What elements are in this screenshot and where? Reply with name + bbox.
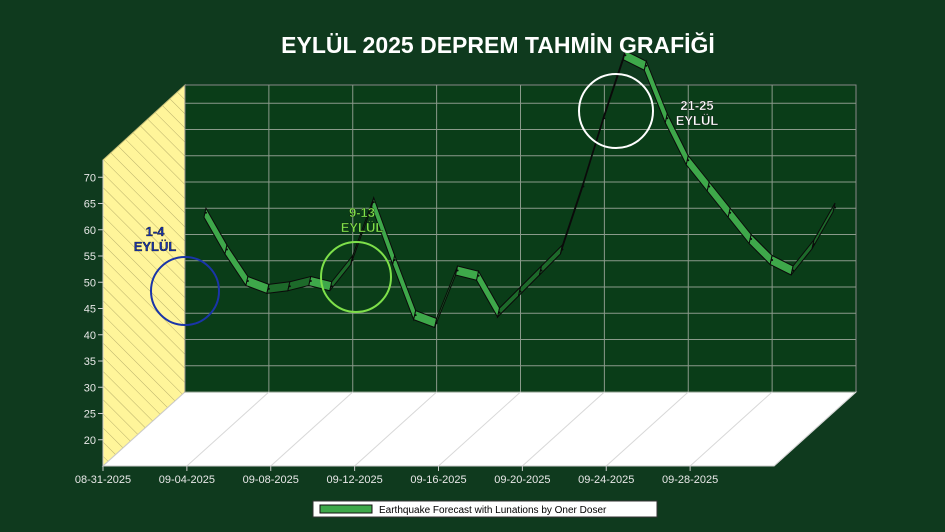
y-tick-label: 35	[84, 356, 96, 368]
series-point	[624, 54, 627, 57]
x-tick-label: 09-08-2025	[243, 474, 299, 486]
floor-line	[186, 391, 270, 467]
series-point	[582, 185, 585, 188]
series-point	[456, 269, 459, 272]
floor-lines	[186, 391, 857, 467]
series-point	[309, 280, 312, 282]
x-axis: 08-31-2025 09-04-2025 09-08-2025 09-12-2025…	[75, 465, 774, 486]
annotation-label-line2: EYLÜL	[676, 113, 719, 128]
floor-line	[270, 391, 354, 467]
series-point	[708, 185, 711, 188]
series-point	[540, 269, 543, 272]
series-point	[477, 274, 480, 277]
x-tick-label: 09-24-2025	[578, 474, 634, 486]
series-point	[645, 64, 648, 67]
legend-swatch	[319, 504, 373, 514]
series-point	[813, 243, 816, 246]
x-tick-label: 09-16-2025	[410, 474, 466, 486]
legend-label: Earthquake Forecast with Lunations by On…	[379, 505, 607, 516]
x-tick-label: 09-04-2025	[159, 474, 215, 486]
floor-line	[689, 391, 773, 467]
floor-line	[354, 391, 437, 467]
annotation-circle	[320, 241, 392, 313]
series-point	[414, 314, 417, 317]
floor-line	[773, 391, 857, 467]
y-tick-label: 55	[84, 251, 96, 263]
series-point	[750, 238, 753, 240]
floor-line	[522, 391, 605, 467]
annotation-label-line1: 9-13	[349, 205, 375, 220]
series-point	[834, 206, 837, 209]
x-tick-label: 09-12-2025	[326, 474, 382, 486]
floor-line	[438, 391, 521, 467]
series-point	[435, 322, 438, 324]
annotation-label-line1: 1-4	[146, 224, 166, 239]
annotation-circle	[150, 256, 220, 326]
series-point	[351, 259, 354, 261]
y-tick-label: 40	[84, 330, 96, 342]
series-point	[267, 287, 270, 290]
series-point	[771, 259, 774, 261]
floor-line	[605, 391, 689, 467]
series-point	[393, 259, 396, 261]
y-tick-label: 50	[84, 277, 96, 289]
legend: Earthquake Forecast with Lunations by On…	[312, 500, 658, 518]
series-point	[498, 311, 501, 314]
y-tick-label: 25	[84, 409, 96, 421]
chart-title: EYLÜL 2025 DEPREM TAHMİN GRAFİĞİ	[281, 31, 715, 58]
series-segment	[811, 202, 836, 249]
series-point	[330, 285, 333, 288]
series-point	[687, 159, 690, 162]
y-tick-label: 45	[84, 304, 96, 316]
x-tick-label: 09-20-2025	[494, 474, 550, 486]
series-line	[203, 50, 837, 329]
series-point	[372, 201, 375, 204]
series-point	[204, 211, 207, 214]
annotation-label-line2: EYLÜL	[341, 220, 384, 235]
y-axis: 20 25 30 35 40 45 50 55 60 65 70	[84, 160, 104, 466]
series-point	[246, 280, 249, 282]
series-point	[519, 290, 522, 293]
series-point	[288, 285, 291, 288]
annotation-label-line1: 21-25	[680, 98, 713, 113]
y-tick-label: 20	[84, 435, 96, 447]
series-point	[729, 211, 732, 214]
y-tick-label: 60	[84, 225, 96, 237]
series-point	[792, 269, 795, 272]
y-tick-label: 70	[84, 172, 96, 184]
annotation-label-line2: EYLÜL	[134, 239, 177, 254]
series-point	[561, 248, 564, 251]
y-tick-label: 65	[84, 199, 96, 211]
x-tick-label: 09-28-2025	[662, 474, 718, 486]
series-point	[603, 117, 606, 120]
series-point	[225, 248, 228, 251]
series-point	[666, 117, 669, 120]
y-tick-label: 30	[84, 382, 96, 394]
x-tick-label: 08-31-2025	[75, 474, 131, 486]
annotation-circle	[578, 73, 654, 149]
